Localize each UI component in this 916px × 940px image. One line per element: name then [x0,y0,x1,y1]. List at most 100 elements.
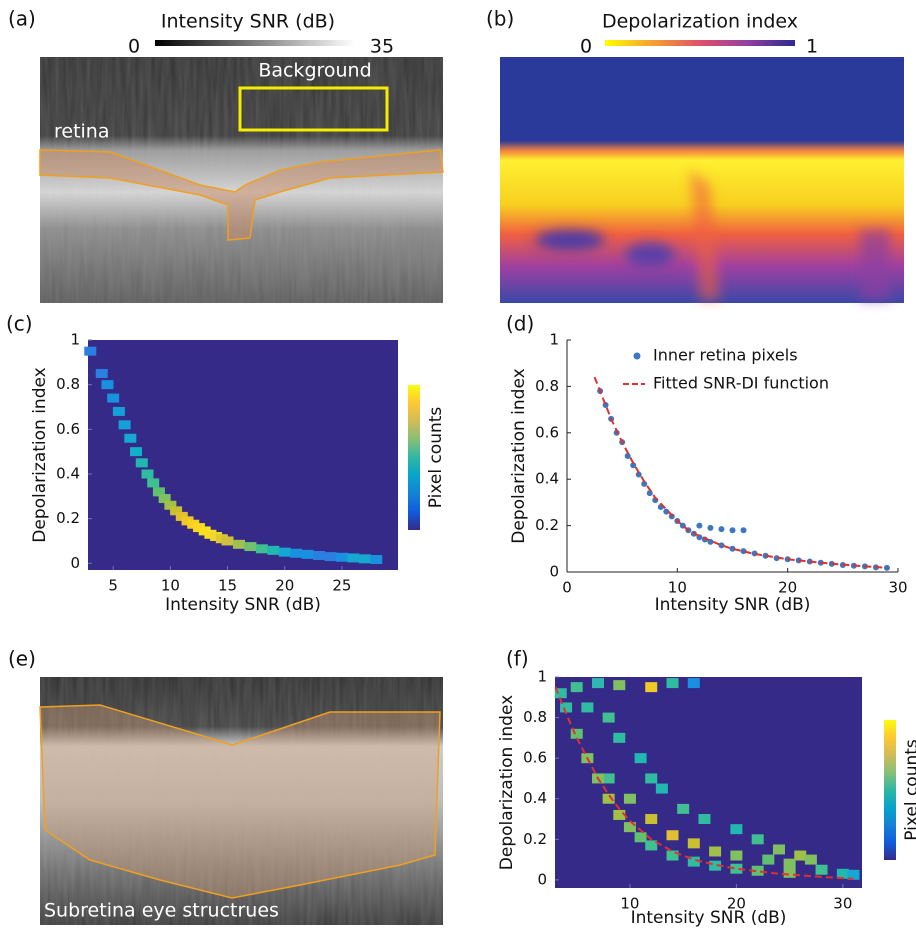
heat-cell [232,539,245,549]
colorbar-tick: 0 [580,36,592,58]
heat-cell [655,783,668,794]
heat-cell [666,850,679,861]
y-axis-label: Depolarization index [509,368,529,543]
heat-cell [370,555,383,565]
colorbar-tick: 35 [370,36,394,58]
heat-cell [645,773,658,784]
heat-cell [255,544,268,554]
heat-cell [783,867,796,878]
heat-cell [141,469,154,479]
heat-cell [709,860,722,871]
colorbar-tick: 1 [806,36,818,58]
colorbar [605,40,795,46]
fit-line [593,376,888,569]
heat-cell [101,380,114,390]
panel-label: (b) [486,7,514,31]
heat-cell [107,393,120,403]
x-tick-label: 20 [778,579,797,597]
heat-cell [783,858,796,869]
heat-cell [301,549,314,559]
heat-cell [772,844,785,855]
panel-label: (f) [506,647,529,671]
heat-cell [751,865,764,876]
heat-cell [804,854,817,865]
heat-cell [613,680,626,691]
heat-cell [592,678,605,689]
heat-cell [623,822,636,833]
heat-cell [358,554,371,564]
annotation: retina [54,121,110,143]
heat-cell [687,856,700,867]
heat-cell [158,494,171,504]
y-tick-label: 0.6 [535,423,559,441]
x-tick-label: 0 [562,579,572,597]
x-tick-label: 15 [218,577,237,595]
heat-cell [152,487,165,497]
heat-cell [602,793,615,804]
heat-cell [613,809,626,820]
scatter-point [641,480,648,487]
y-tick-label: 0 [70,554,80,572]
y-tick-label: 0.8 [535,377,559,395]
heat-cell [570,682,583,693]
heat-cell [124,433,137,443]
heat-cell [815,864,828,875]
heat-cell [135,458,148,468]
panel-label: (c) [6,312,33,336]
heat-cell [623,793,636,804]
y-tick-label: 0.6 [56,420,80,438]
heat-cell [278,547,291,557]
x-tick-label: 5 [108,577,118,595]
scatter-point [635,471,642,478]
image-texture [40,677,443,925]
y-tick-label: 0.6 [523,749,547,767]
heat-cell [836,868,849,879]
heat-cell [730,863,743,874]
scatter-point [624,453,631,459]
y-tick-label: 0 [537,870,547,888]
x-tick-label: 20 [727,895,746,913]
y-axis-label: Depolarization index [30,367,50,542]
x-tick-label: 10 [161,577,180,595]
heat-cell [164,500,177,510]
y-tick-label: 0.4 [56,464,80,482]
y-tick-label: 0.2 [523,830,547,848]
heat-cell [554,688,567,699]
heat-cell [290,548,303,558]
scatter-point [740,527,747,534]
background-box [238,86,389,132]
heat-cell [221,536,234,546]
panel-e: (e) Subretina eye structrues [8,647,443,925]
heat-cell [560,702,573,713]
y-tick-label: 0.8 [56,375,80,393]
heat-cell [698,814,711,825]
scatter-point [646,490,653,497]
legend-label: Inner retina pixels [653,346,798,365]
x-tick-label: 10 [620,895,639,913]
colorbar [408,385,420,530]
x-axis-label: Intensity SNR (dB) [165,595,321,615]
annotation: Background [258,60,371,82]
scatter-point [762,552,769,559]
scatter-point [729,545,736,552]
heat-cell [847,869,860,880]
colorbar [155,40,355,46]
y-tick-label: 1 [549,331,559,349]
y-tick-label: 1 [70,331,80,349]
heat-cell [666,678,679,689]
heat-cell [709,846,722,857]
annotation: Subretina eye structrues [44,900,279,922]
scatter-point [707,524,714,531]
colorbar-title: Intensity SNR (dB) [161,11,335,33]
colorbar [884,720,896,860]
heat-cell [324,552,337,562]
heat-cell [602,712,615,723]
heat-cell [602,773,615,784]
panel-b: (b) Depolarization index 0 1 [486,7,904,303]
heat-cell [267,545,280,555]
heat-cell [244,542,257,552]
panel-label: (a) [8,7,36,31]
x-tick-label: 10 [668,579,687,597]
scatter-point [718,526,725,533]
